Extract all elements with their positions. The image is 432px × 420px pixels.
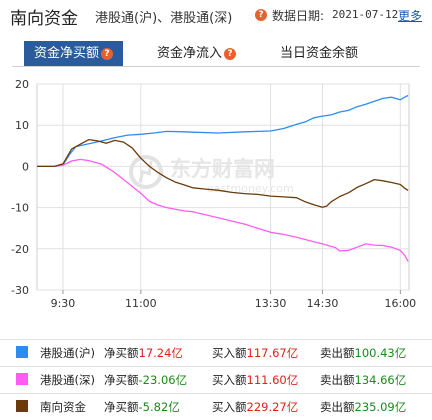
legend-name: 南向资金 — [40, 400, 86, 414]
buy-label: 买入额 — [212, 346, 247, 360]
legend-swatch-sz — [16, 373, 28, 385]
help-icon[interactable]: ? — [101, 48, 114, 60]
x-tick-label: 9:30 — [51, 297, 76, 310]
legend-swatch-sh — [16, 346, 28, 358]
y-tick-label: 0 — [22, 160, 29, 173]
chart-series — [37, 94, 409, 262]
sell-label: 卖出额 — [320, 400, 355, 414]
help-icon[interactable]: ? — [255, 9, 267, 21]
legend-name: 港股通(沪) — [40, 346, 95, 360]
page-title: 南向资金 — [10, 9, 78, 29]
sell-value: 235.09亿 — [354, 400, 407, 414]
date-label: 数据日期: — [272, 9, 325, 23]
net-buy-label: 净买额 — [104, 400, 139, 414]
series-line-0 — [37, 94, 409, 168]
watermark-url: eastmoney.com — [207, 182, 294, 195]
date-value: 2021-07-12 — [332, 8, 399, 21]
buy-value: 229.27亿 — [246, 400, 299, 414]
x-tick-label: 13:30 — [255, 297, 287, 310]
tab-baseline — [12, 66, 420, 67]
sell-value: 100.43亿 — [354, 346, 407, 360]
series-line-2 — [37, 138, 409, 208]
buy-value: 117.67亿 — [246, 346, 299, 360]
y-tick-label: -20 — [11, 243, 29, 256]
y-tick-label: -10 — [11, 202, 29, 215]
x-tick-label: 14:30 — [307, 297, 339, 310]
watermark-brand: 东方财富网 — [170, 157, 275, 181]
net-buy-value: -5.82亿 — [138, 400, 180, 414]
legend-row-south: 南向资金 净买额-5.82亿 买入额229.27亿 卖出额235.09亿 — [0, 394, 432, 420]
net-buy-label: 净买额 — [104, 346, 139, 360]
sell-value: 134.66亿 — [354, 373, 407, 387]
legend-divider — [0, 339, 432, 340]
chart-grid — [36, 83, 410, 291]
y-tick-label: 20 — [15, 78, 29, 91]
legend-divider — [0, 366, 432, 367]
y-tick-label: -30 — [11, 284, 29, 297]
sell-label: 卖出额 — [320, 373, 355, 387]
sell-label: 卖出额 — [320, 346, 355, 360]
legend-row-sh: 港股通(沪) 净买额17.24亿 买入额117.67亿 卖出额100.43亿 — [0, 340, 432, 366]
buy-value: 111.60亿 — [246, 373, 299, 387]
market-subtitle: 港股通(沪)、港股通(深) — [95, 11, 233, 26]
tab-balance[interactable]: 当日资金余额 — [280, 41, 358, 66]
tab-net-inflow-label: 资金净流入 — [157, 46, 223, 61]
legend-name: 港股通(深) — [40, 373, 95, 387]
legend-row-sz: 港股通(深) 净买额-23.06亿 买入额111.60亿 卖出额134.66亿 — [0, 367, 432, 393]
y-tick-label: 10 — [15, 119, 29, 132]
net-buy-value: -23.06亿 — [138, 373, 188, 387]
tab-net-inflow[interactable]: 资金净流入? — [157, 41, 237, 66]
legend-divider — [0, 393, 432, 394]
chart-axes: 20 10 0 -10 -20 -30 9:30 11:00 13:30 14:30 16:00 — [11, 78, 416, 310]
legend-swatch-south — [16, 400, 28, 412]
series-line-1 — [37, 158, 409, 262]
net-buy-chart: 东方财富网 eastmoney.com 20 10 0 -10 -20 -30 9:30 11… — [11, 78, 416, 310]
x-tick-label: 16:00 — [384, 297, 416, 310]
net-buy-label: 净买额 — [104, 373, 139, 387]
more-link[interactable]: 更多 — [398, 9, 423, 23]
watermark: 东方财富网 eastmoney.com — [129, 155, 294, 195]
x-tick-label: 11:00 — [125, 297, 157, 310]
header: 南向资金 港股通(沪)、港股通(深) ? 数据日期: 2021-07-12 更多 — [0, 0, 432, 30]
buy-label: 买入额 — [212, 400, 247, 414]
tab-net-buy-label: 资金净买额 — [34, 46, 100, 61]
tab-bar: 资金净买额? 资金净流入? 当日资金余额 — [0, 41, 432, 68]
tab-net-buy[interactable]: 资金净买额? — [24, 41, 124, 66]
net-buy-value: 17.24亿 — [138, 346, 183, 360]
buy-label: 买入额 — [212, 373, 247, 387]
tab-balance-label: 当日资金余额 — [280, 46, 359, 61]
help-icon[interactable]: ? — [224, 48, 237, 60]
